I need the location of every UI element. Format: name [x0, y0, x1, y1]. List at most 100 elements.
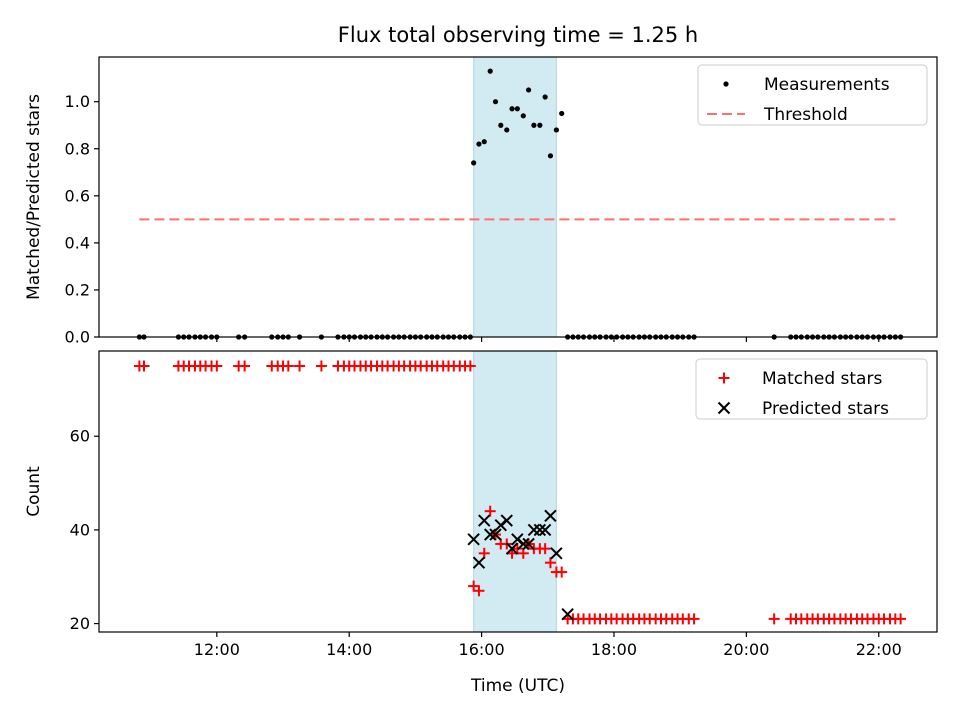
measurement-point: [487, 68, 493, 74]
predicted-star-point: [478, 514, 491, 527]
bottom-panel-counts: 12:00 14:00 16:00 18:00 20:00 22:00 20 40 60 Coun…: [24, 350, 938, 659]
x-tick-label: 20:00: [723, 640, 769, 659]
series-predicted-stars: [467, 509, 574, 621]
measurement-point: [481, 139, 487, 145]
legend: Measurements Threshold: [697, 64, 928, 126]
legend-box: [695, 358, 928, 420]
legend-item: Threshold: [707, 105, 848, 125]
legend-label: Matched stars: [762, 369, 882, 389]
predicted-star-point: [472, 556, 486, 569]
measurement-point: [553, 127, 559, 133]
measurement-point: [498, 122, 504, 128]
x-b: [505, 542, 519, 555]
legend: Matched stars Predicted stars: [695, 358, 928, 420]
matched-star-point: [211, 360, 223, 372]
plot-frame: [98, 56, 938, 338]
matched-star-point: [544, 557, 556, 569]
x-b: [533, 523, 547, 537]
measurement-point: [520, 113, 526, 119]
measurement-point: [537, 122, 543, 128]
x-b: [522, 537, 535, 551]
legend-item: Matched stars: [718, 369, 882, 389]
matched-star-point: [473, 585, 485, 597]
x-axis-title: Time (UTC): [470, 676, 565, 696]
predicted-star-point: [544, 509, 557, 523]
matched-star-point: [484, 505, 496, 517]
x-b: [483, 528, 497, 541]
y-tick-label: 60: [70, 427, 90, 446]
y-tick-label: 20: [70, 614, 90, 633]
x-b: [517, 537, 530, 551]
legend-item: Predicted stars: [717, 399, 889, 419]
legend-item: Measurements: [723, 75, 890, 95]
matched-star-point: [239, 360, 251, 372]
top-panel-ratio: 0.0 0.2 0.4 0.6 0.8 1.0 Matched/Predicted star…: [24, 56, 938, 347]
predicted-star-point: [550, 547, 563, 560]
y-tick-label: 0.6: [65, 186, 90, 205]
matched-star-point: [315, 360, 327, 372]
legend-label: Predicted stars: [762, 399, 889, 419]
measurement-point: [547, 153, 554, 159]
predicted-star-point: [483, 528, 497, 541]
measurement-point: [509, 106, 515, 112]
y-tick-label: 0.4: [65, 233, 90, 252]
legend-label: Measurements: [764, 75, 890, 95]
x-b: [500, 514, 513, 527]
measurement-point: [471, 160, 477, 166]
x-tick-label: 18:00: [591, 640, 637, 659]
y-axis-title: Count: [24, 466, 44, 517]
x-tick-label: 14:00: [326, 640, 372, 659]
chart-title: Flux total observing time = 1.25 h: [338, 23, 698, 47]
matched-star-point: [895, 613, 907, 625]
observing-window-band: [473, 350, 557, 633]
x-tick-label: 12:00: [194, 640, 240, 659]
predicted-star-point: [500, 514, 513, 527]
measurement-point: [476, 141, 482, 147]
measurement-point: [531, 122, 537, 128]
legend-x-icon: [717, 401, 731, 415]
matched-star-point: [688, 613, 700, 625]
predicted-star-point: [538, 523, 552, 537]
matched-star-point: [468, 580, 480, 592]
predicted-star-point: [517, 537, 530, 551]
x-b: [544, 509, 557, 523]
x-b: [550, 547, 563, 560]
legend-box: [697, 64, 928, 126]
x-b: [467, 533, 480, 546]
x-b: [561, 607, 574, 621]
matched-star-point: [556, 566, 568, 578]
legend-measurement-icon: [723, 81, 729, 87]
measurement-point: [542, 94, 548, 100]
matched-star-point: [464, 360, 476, 372]
x-b: [538, 523, 552, 537]
matched-star-point: [768, 613, 780, 625]
y-tick-label: 40: [70, 520, 90, 539]
x-b: [472, 556, 486, 569]
x-tick-label: 16:00: [459, 640, 505, 659]
predicted-star-point: [533, 523, 547, 537]
predicted-star-point: [489, 528, 502, 541]
observing-window-band: [473, 56, 557, 338]
y-tick-label: 1.0: [65, 92, 90, 111]
predicted-star-point: [505, 542, 519, 555]
matched-star-point: [138, 360, 150, 372]
matched-star-point: [539, 543, 551, 555]
y-axis-title: Matched/Predicted stars: [24, 94, 44, 300]
x-b: [478, 514, 491, 527]
plot-frame: [98, 350, 938, 633]
measurement-point: [492, 99, 499, 105]
x-b: [489, 528, 502, 541]
predicted-star-point: [561, 607, 574, 621]
y-tick-label: 0.0: [65, 328, 90, 347]
measurement-point: [514, 106, 520, 112]
predicted-star-point: [522, 537, 535, 551]
measurement-point: [525, 87, 532, 93]
legend-label: Threshold: [763, 105, 848, 125]
y-tick-label: 0.2: [65, 280, 90, 299]
matched-star-point: [282, 360, 294, 372]
measurement-point: [504, 127, 510, 133]
measurement-point: [559, 110, 565, 117]
predicted-star-point: [467, 533, 480, 546]
matched-star-point: [294, 360, 306, 372]
